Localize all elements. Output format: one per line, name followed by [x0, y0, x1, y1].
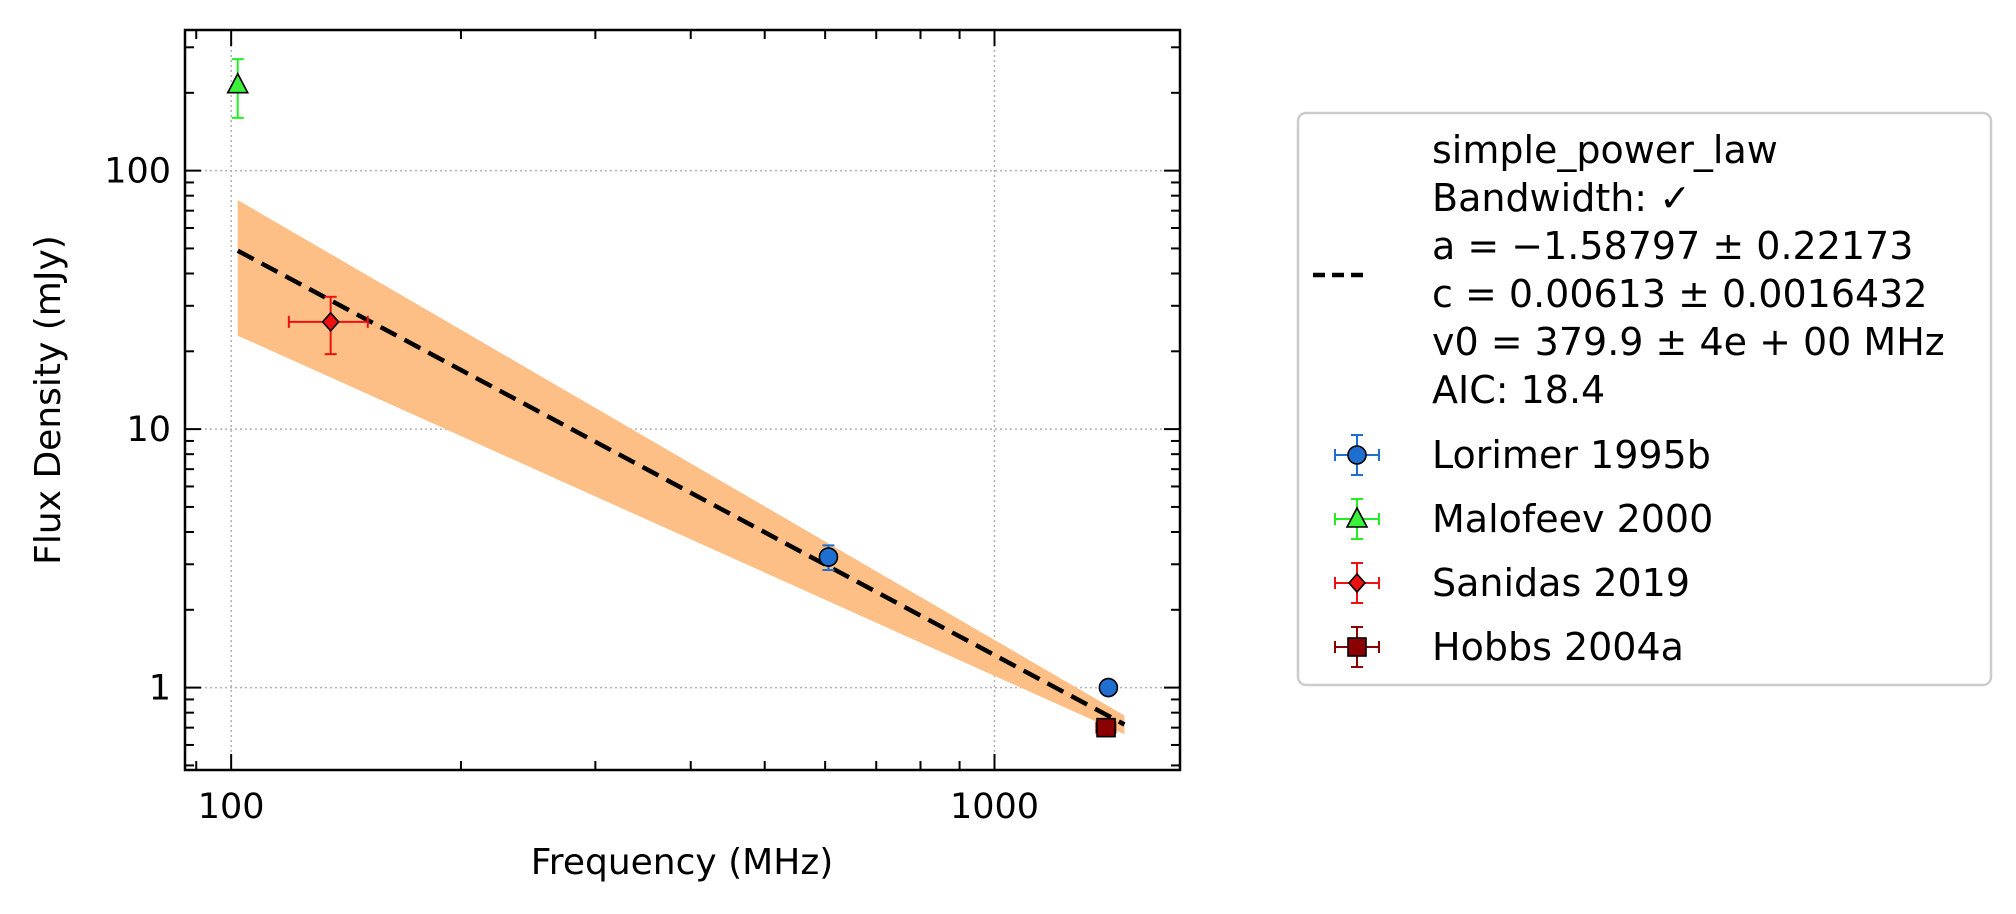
legend-fit-text-line: v0 = 379.9 ± 4e + 00 MHz [1432, 320, 1945, 364]
data-point [818, 547, 839, 567]
x-axis-title: Frequency (MHz) [531, 842, 834, 883]
legend-fit-text-line: Bandwidth: ✓ [1432, 176, 1691, 220]
axis-ticks [185, 30, 1180, 770]
data-layer [226, 58, 1126, 738]
legend-marker [1347, 572, 1367, 594]
x-tick-label: 1000 [950, 787, 1039, 827]
data-point [226, 71, 250, 94]
legend-marker [1345, 506, 1369, 528]
axes-frame [183, 28, 1182, 772]
legend-fit-text-line: a = −1.58797 ± 0.22173 [1432, 224, 1913, 268]
y-axis-title: Flux Density (mJy) [28, 235, 69, 565]
legend-fit-text-line: c = 0.00613 ± 0.0016432 [1432, 272, 1928, 316]
legend-fit-text-line: simple_power_law [1432, 128, 1778, 172]
legend-series-label: Lorimer 1995b [1432, 433, 1711, 477]
legend-box [1296, 111, 1993, 687]
legend-series-label: Sanidas 2019 [1432, 561, 1690, 605]
fit-line [236, 248, 1126, 727]
legend-marker [1347, 637, 1367, 657]
tick-labels: 100 1000 1 10 100 [104, 152, 1039, 827]
legend-series-label: Malofeev 2000 [1432, 497, 1713, 541]
data-point [1096, 717, 1116, 738]
fit-uncertainty-band [237, 200, 1125, 735]
legend-series-label: Hobbs 2004a [1432, 625, 1684, 669]
x-tick-label: 100 [198, 787, 265, 827]
legend-series-entries: Lorimer 1995b Malofeev 2000 Sanidas 2019 Ho… [1334, 433, 1713, 669]
y-tick-label: 10 [126, 410, 171, 450]
legend-fit-text-line: AIC: 18.4 [1432, 368, 1605, 412]
data-point [1098, 677, 1119, 698]
y-tick-label: 100 [104, 152, 171, 192]
data-point [321, 311, 340, 333]
plot-area [185, 30, 1180, 770]
legend-marker [1347, 445, 1367, 465]
y-tick-label: 1 [149, 669, 171, 709]
